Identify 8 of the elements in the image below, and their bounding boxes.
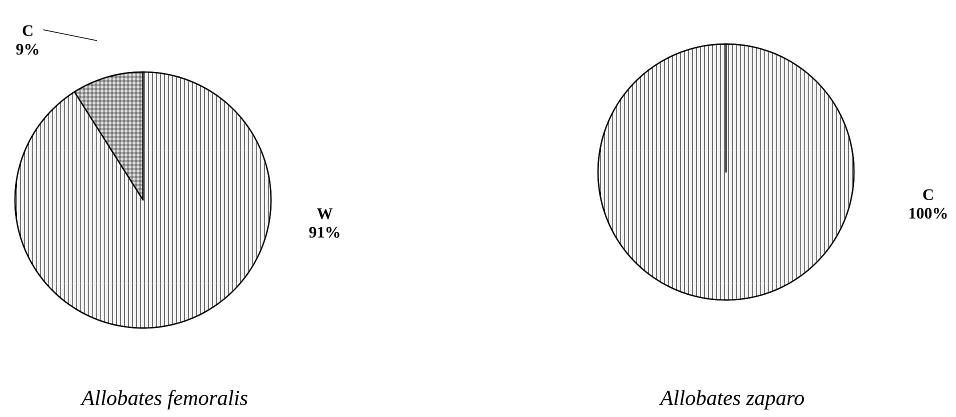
data-label: 9% (16, 44, 38, 55)
data-label: 100% (910, 208, 947, 219)
text: Allobates zaparo (659, 390, 804, 410)
slice-label: C (923, 189, 933, 200)
text: Allobates femoralis (80, 390, 248, 410)
legend-label: C (22, 25, 32, 36)
slice-label: W (317, 208, 333, 220)
data-label: 91% (309, 226, 340, 238)
